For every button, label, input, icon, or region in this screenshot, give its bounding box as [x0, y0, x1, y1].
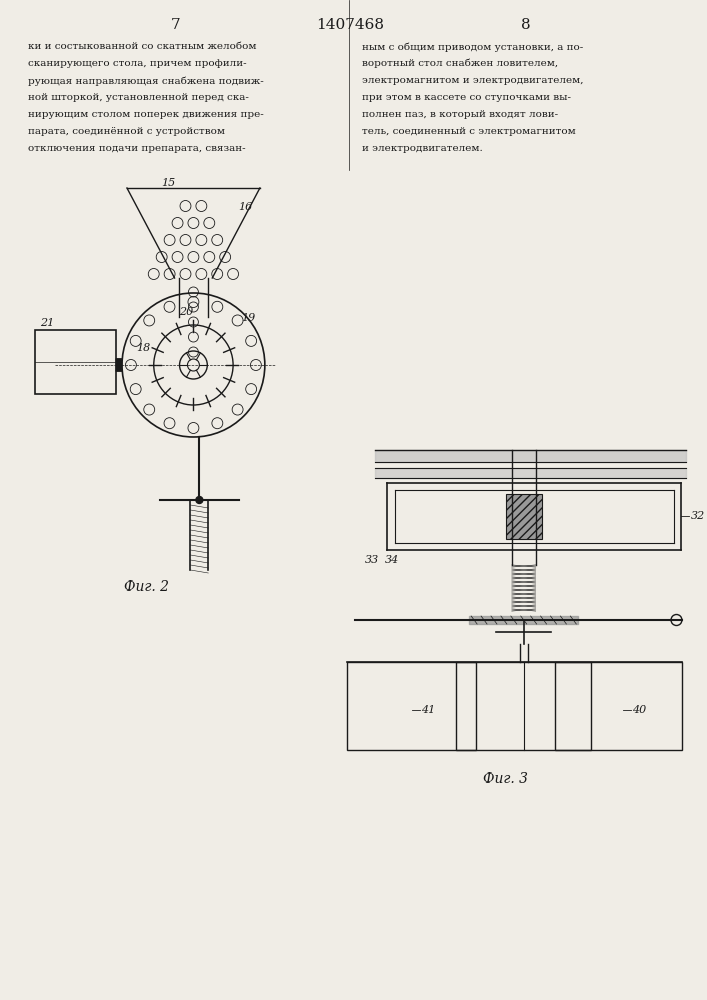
Text: тель, соединенный с электромагнитом: тель, соединенный с электромагнитом: [362, 127, 575, 136]
Text: Фиг. 3: Фиг. 3: [484, 772, 528, 786]
Text: ки и состыкованной со скатным желобом: ки и состыкованной со скатным желобом: [28, 42, 256, 51]
Text: 40: 40: [632, 705, 646, 715]
Text: 34: 34: [385, 555, 399, 565]
Bar: [556, 662, 682, 750]
Text: полнен паз, в который входят лови-: полнен паз, в который входят лови-: [362, 110, 558, 119]
Text: 32: 32: [690, 511, 705, 521]
Text: 8: 8: [521, 18, 530, 32]
Text: 19: 19: [241, 313, 255, 323]
Text: электромагнитом и электродвигателем,: электромагнитом и электродвигателем,: [362, 76, 583, 85]
Text: 18: 18: [136, 343, 150, 353]
Text: 16: 16: [238, 202, 252, 212]
Text: 15: 15: [162, 178, 176, 188]
Circle shape: [196, 496, 203, 504]
Text: рующая направляющая снабжена подвиж-: рующая направляющая снабжена подвиж-: [28, 76, 264, 86]
Text: Фиг. 2: Фиг. 2: [124, 580, 169, 594]
Text: 20: 20: [180, 307, 194, 317]
Text: ным с общим приводом установки, а по-: ным с общим приводом установки, а по-: [362, 42, 583, 51]
Text: нирующим столом поперек движения пре-: нирующим столом поперек движения пре-: [28, 110, 264, 119]
Text: и электродвигателем.: и электродвигателем.: [362, 144, 483, 153]
Text: 1407468: 1407468: [316, 18, 384, 32]
Text: парата, соединённой с устройством: парата, соединённой с устройством: [28, 127, 225, 136]
Text: при этом в кассете со ступочками вы-: при этом в кассете со ступочками вы-: [362, 93, 571, 102]
Text: отключения подачи препарата, связан-: отключения подачи препарата, связан-: [28, 144, 245, 153]
Bar: [347, 662, 476, 750]
Text: 7: 7: [171, 18, 180, 32]
Text: ной шторкой, установленной перед ска-: ной шторкой, установленной перед ска-: [28, 93, 249, 102]
Text: воротный стол снабжен ловителем,: воротный стол снабжен ловителем,: [362, 59, 558, 68]
Text: 21: 21: [40, 318, 54, 328]
Text: сканирующего стола, причем профили-: сканирующего стола, причем профили-: [28, 59, 247, 68]
Text: 41: 41: [421, 705, 435, 715]
Bar: [506, 494, 542, 539]
Bar: [456, 662, 591, 750]
Text: 33: 33: [365, 555, 379, 565]
Bar: [35, 330, 116, 394]
